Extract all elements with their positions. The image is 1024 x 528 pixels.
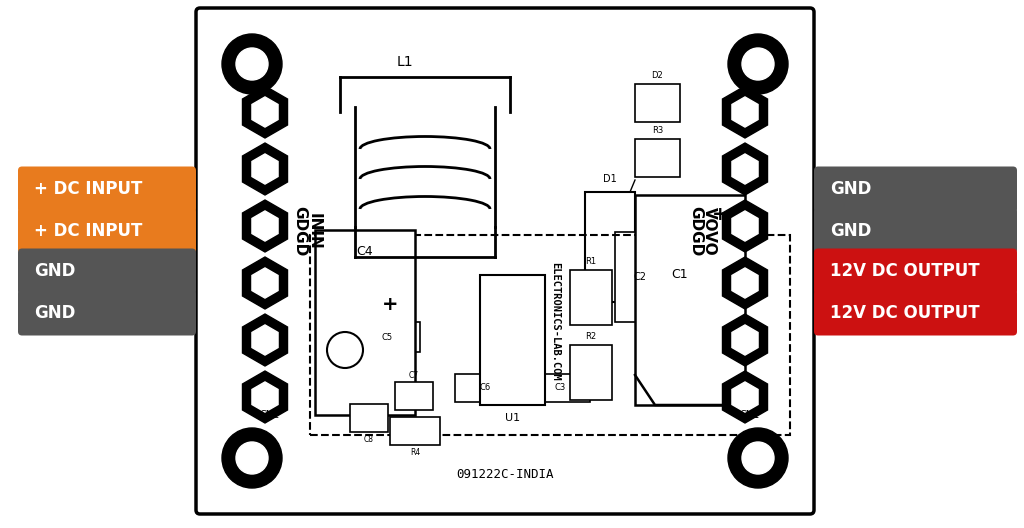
Text: CN2: CN2	[260, 410, 281, 420]
Polygon shape	[723, 200, 768, 252]
Text: C5: C5	[382, 333, 393, 342]
FancyBboxPatch shape	[18, 166, 196, 212]
FancyBboxPatch shape	[196, 8, 814, 514]
Polygon shape	[723, 143, 768, 195]
Bar	[390, 417, 440, 445]
Polygon shape	[723, 86, 768, 138]
Bar	[310, 235, 790, 435]
Circle shape	[222, 428, 282, 488]
Text: C8: C8	[364, 435, 374, 444]
Polygon shape	[732, 97, 758, 127]
Circle shape	[728, 34, 788, 94]
FancyBboxPatch shape	[814, 208, 1017, 253]
Text: C1: C1	[672, 269, 688, 281]
FancyBboxPatch shape	[814, 166, 1017, 212]
Text: + DC INPUT: + DC INPUT	[34, 181, 142, 199]
Polygon shape	[252, 325, 279, 355]
Bar	[530, 374, 590, 402]
Text: ININ
GDGD: ININ GDGD	[293, 206, 322, 256]
Polygon shape	[243, 143, 288, 195]
Polygon shape	[723, 371, 768, 423]
Text: +: +	[382, 296, 398, 315]
Text: CN1: CN1	[740, 410, 760, 420]
Text: D2: D2	[651, 71, 664, 80]
Text: ELECTRONICS-LAB.COM: ELECTRONICS-LAB.COM	[550, 262, 560, 380]
Text: C3: C3	[554, 383, 565, 392]
FancyBboxPatch shape	[18, 208, 196, 253]
Circle shape	[728, 428, 788, 488]
Circle shape	[327, 332, 362, 368]
Text: C4: C4	[356, 245, 374, 258]
Circle shape	[742, 442, 774, 474]
Text: R2: R2	[586, 332, 597, 341]
Polygon shape	[252, 268, 279, 298]
Polygon shape	[243, 257, 288, 309]
Bar	[615, 232, 665, 322]
FancyBboxPatch shape	[18, 289, 196, 335]
Polygon shape	[723, 257, 768, 309]
Bar	[570, 345, 612, 400]
Text: U1: U1	[505, 413, 520, 423]
Bar	[635, 195, 745, 405]
Text: L1: L1	[396, 55, 414, 69]
Text: 12V DC OUTPUT: 12V DC OUTPUT	[830, 262, 980, 280]
FancyBboxPatch shape	[814, 289, 1017, 335]
Bar	[395, 382, 433, 410]
Polygon shape	[252, 97, 279, 127]
Text: R1: R1	[586, 257, 597, 266]
Text: R3: R3	[652, 126, 664, 135]
Polygon shape	[252, 154, 279, 184]
Bar	[570, 270, 612, 325]
Text: GND: GND	[34, 304, 76, 322]
Polygon shape	[252, 382, 279, 412]
Polygon shape	[732, 268, 758, 298]
Polygon shape	[243, 314, 288, 366]
Text: +: +	[712, 205, 728, 224]
Text: 091222C-INDIA: 091222C-INDIA	[457, 468, 554, 482]
Bar	[480, 275, 545, 405]
Text: C6: C6	[479, 383, 490, 392]
Polygon shape	[243, 200, 288, 252]
Bar	[350, 404, 388, 432]
Bar	[355, 322, 420, 352]
Polygon shape	[243, 371, 288, 423]
Text: 12V DC OUTPUT: 12V DC OUTPUT	[830, 304, 980, 322]
Polygon shape	[732, 325, 758, 355]
Polygon shape	[243, 86, 288, 138]
Polygon shape	[732, 154, 758, 184]
Bar	[635, 139, 680, 177]
Bar	[635, 84, 680, 122]
Circle shape	[236, 48, 268, 80]
Polygon shape	[732, 382, 758, 412]
Text: C2: C2	[634, 272, 646, 282]
Text: VOVO
GDGD: VOVO GDGD	[688, 206, 718, 256]
Bar	[585, 192, 635, 302]
Text: GND: GND	[34, 262, 76, 280]
Text: + DC INPUT: + DC INPUT	[34, 222, 142, 240]
Polygon shape	[732, 211, 758, 241]
Bar	[455, 374, 515, 402]
FancyBboxPatch shape	[18, 249, 196, 295]
Circle shape	[236, 442, 268, 474]
Circle shape	[222, 34, 282, 94]
Circle shape	[742, 48, 774, 80]
Text: GND: GND	[830, 222, 871, 240]
Polygon shape	[723, 314, 768, 366]
Polygon shape	[252, 211, 279, 241]
Text: GND: GND	[830, 181, 871, 199]
Text: C7: C7	[409, 371, 419, 380]
Bar	[315, 230, 415, 415]
Text: D1: D1	[603, 174, 616, 184]
FancyBboxPatch shape	[814, 249, 1017, 295]
Text: R4: R4	[410, 448, 420, 457]
